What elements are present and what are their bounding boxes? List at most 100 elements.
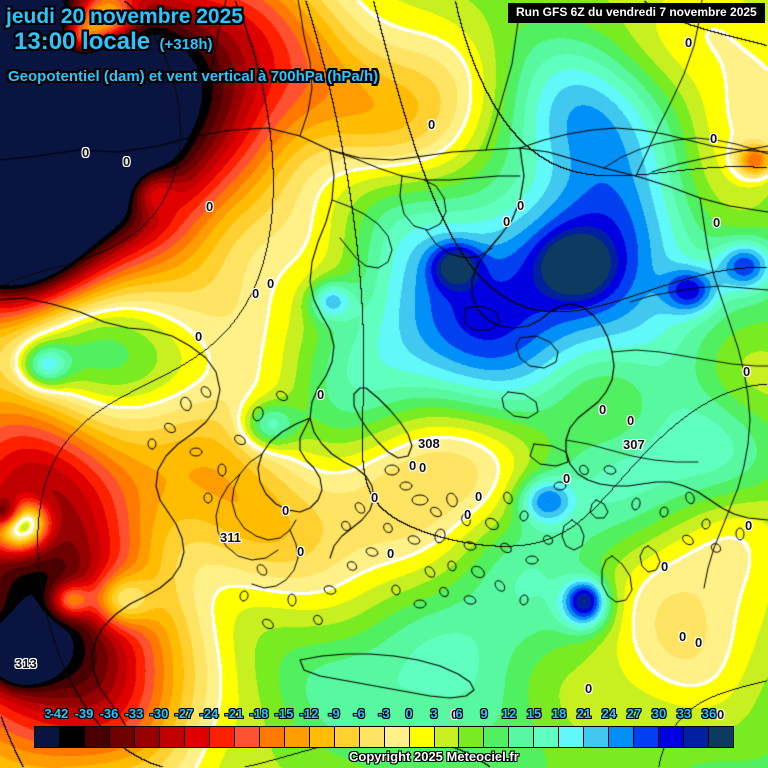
zero-contour-label: 0 bbox=[123, 154, 131, 169]
colorbar-tick: 33 bbox=[676, 706, 692, 721]
colorbar-cell bbox=[334, 727, 360, 747]
colorbar-cell bbox=[284, 727, 310, 747]
colorbar-cell bbox=[659, 727, 685, 747]
colorbar-cell bbox=[159, 727, 185, 747]
zero-contour-label: 0 bbox=[267, 276, 275, 291]
map-parameter-label: Geopotentiel (dam) et vent vertical à 70… bbox=[8, 68, 379, 85]
colorbar-cell bbox=[134, 727, 160, 747]
colorbar-cell bbox=[709, 727, 734, 747]
zero-contour-label: 0 bbox=[419, 460, 427, 475]
colorbar-cell bbox=[109, 727, 135, 747]
zero-contour-label: 0 bbox=[585, 681, 593, 696]
zero-contour-label: 0 bbox=[82, 145, 90, 160]
zero-contour-label: 0 bbox=[475, 489, 483, 504]
colorbar-cell bbox=[35, 727, 60, 747]
colorbar-tick: -3 bbox=[378, 706, 390, 721]
geopotential-contour-label: 313 bbox=[15, 656, 37, 671]
colorbar-tick: 36 bbox=[701, 706, 717, 721]
model-run-banner: Run GFS 6Z du vendredi 7 novembre 2025 bbox=[508, 3, 765, 23]
colorbar-cell bbox=[534, 727, 560, 747]
colorbar-tick: 27 bbox=[626, 706, 642, 721]
colorbar-cell bbox=[509, 727, 535, 747]
forecast-lead-time: (+318h) bbox=[159, 36, 213, 53]
colorbar-tick: -30 bbox=[149, 706, 169, 721]
colorbar bbox=[34, 726, 734, 748]
colorbar-tick: -42 bbox=[49, 706, 69, 721]
forecast-date: jeudi 20 novembre 2025 bbox=[6, 5, 243, 28]
zero-contour-label: 0 bbox=[517, 198, 525, 213]
forecast-time: 13:00 locale bbox=[14, 28, 151, 55]
colorbar-tick: -12 bbox=[299, 706, 319, 721]
zero-contour-label: 0 bbox=[195, 329, 203, 344]
colorbar-cell bbox=[184, 727, 210, 747]
colorbar-tick: -39 bbox=[74, 706, 94, 721]
colorbar-tick: -18 bbox=[249, 706, 269, 721]
colorbar-tick: -33 bbox=[124, 706, 144, 721]
colorbar-tick: 3 bbox=[430, 706, 438, 721]
colorbar-cell bbox=[259, 727, 285, 747]
colorbar-tick: -24 bbox=[199, 706, 219, 721]
zero-contour-label: 0 bbox=[695, 635, 703, 650]
zero-contour-label: 0 bbox=[464, 507, 472, 522]
map-title-block: jeudi 20 novembre 2025 13:00 locale (+31… bbox=[6, 6, 243, 58]
zero-contour-label: 0 bbox=[409, 458, 417, 473]
zero-contour-label: 0 bbox=[252, 286, 260, 301]
zero-contour-label: 0 bbox=[451, 707, 459, 722]
colorbar-cell bbox=[59, 727, 85, 747]
colorbar-cell bbox=[559, 727, 585, 747]
colorbar-cell bbox=[384, 727, 410, 747]
colorbar-cell bbox=[359, 727, 385, 747]
zero-contour-label: 0 bbox=[387, 546, 395, 561]
colorbar-cell bbox=[234, 727, 260, 747]
colorbar-cell bbox=[409, 727, 435, 747]
zero-contour-label: 0 bbox=[317, 387, 325, 402]
zero-contour-label: 0 bbox=[710, 131, 718, 146]
zero-contour-label: 0 bbox=[563, 471, 571, 486]
colorbar-tick: -9 bbox=[328, 706, 340, 721]
copyright-notice: Copyright 2025 Meteociel.fr bbox=[349, 749, 519, 764]
zero-contour-label: 0 bbox=[743, 364, 751, 379]
colorbar-tick: 15 bbox=[526, 706, 542, 721]
colorbar-tick: 12 bbox=[501, 706, 517, 721]
colorbar-tick: -36 bbox=[99, 706, 119, 721]
zero-contour-label: 0 bbox=[627, 413, 635, 428]
colorbar-cell bbox=[459, 727, 485, 747]
colorbar-cell bbox=[584, 727, 610, 747]
zero-contour-label: 0 bbox=[745, 518, 753, 533]
colorbar-cell bbox=[209, 727, 235, 747]
geopotential-contour-label: 311 bbox=[220, 530, 241, 545]
colorbar-tick: 3 bbox=[44, 706, 52, 721]
colorbar-cell bbox=[609, 727, 635, 747]
zero-contour-label: 0 bbox=[713, 215, 721, 230]
colorbar-cell bbox=[484, 727, 510, 747]
colorbar-tick: 6 bbox=[455, 706, 463, 721]
colorbar-cell bbox=[434, 727, 460, 747]
colorbar-cell bbox=[309, 727, 335, 747]
colorbar-cell bbox=[634, 727, 660, 747]
colorbar-tick: 30 bbox=[651, 706, 667, 721]
colorbar-tick: 9 bbox=[480, 706, 488, 721]
geopotential-contour-label: 308 bbox=[418, 436, 440, 451]
zero-contour-label: 0 bbox=[503, 214, 511, 229]
colorbar-tick-labels: 3 -42 -39 -36 -33 -30 -27 -24 -21 -18 -15 -12 -9 -6 -3… bbox=[0, 706, 768, 726]
colorbar-gradient bbox=[34, 726, 734, 748]
zero-contour-label: 0 bbox=[297, 544, 305, 559]
colorbar-cell bbox=[84, 727, 110, 747]
zero-contour-label: 0 bbox=[661, 559, 669, 574]
zero-contour-label: 0 bbox=[371, 490, 379, 505]
colorbar-tick: -21 bbox=[224, 706, 244, 721]
colorbar-tick: 0 bbox=[405, 706, 413, 721]
colorbar-tick: 18 bbox=[551, 706, 567, 721]
zero-contour-label: 0 bbox=[599, 402, 607, 417]
colorbar-tick: 21 bbox=[576, 706, 592, 721]
colorbar-tick: -15 bbox=[274, 706, 294, 721]
zero-contour-label: 0 bbox=[679, 629, 687, 644]
colorbar-cell bbox=[684, 727, 710, 747]
colorbar-tick: 24 bbox=[601, 706, 617, 721]
colorbar-tick: -27 bbox=[174, 706, 194, 721]
forecast-time-row: 13:00 locale (+318h) bbox=[6, 29, 243, 58]
zero-contour-label: 0 bbox=[717, 707, 725, 722]
zero-contour-label: 0 bbox=[282, 503, 290, 518]
